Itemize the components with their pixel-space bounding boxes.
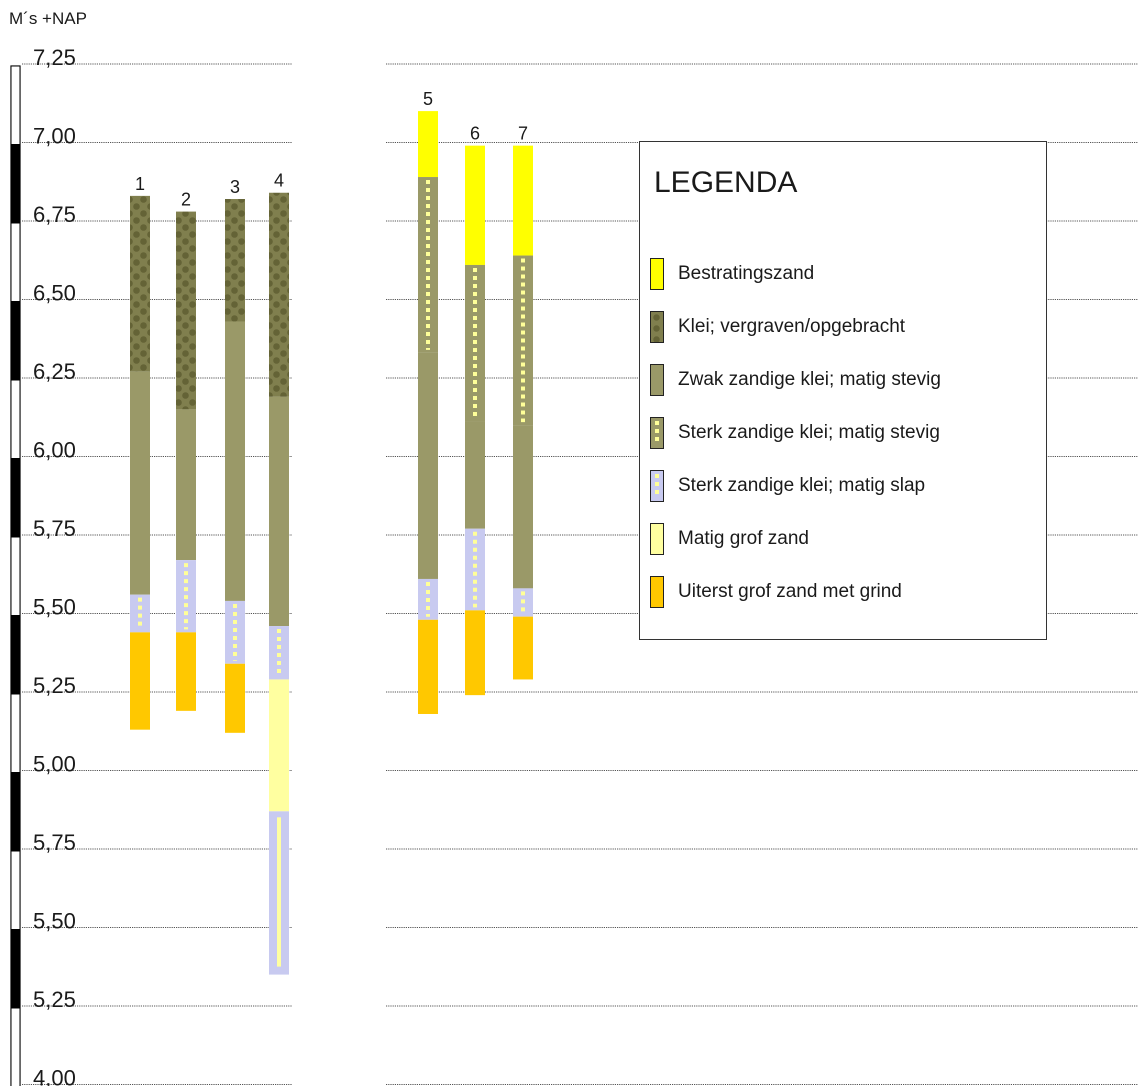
depth-scale-bar — [10, 65, 21, 1086]
y-tick-label: 5,50 — [33, 909, 76, 934]
scale-bar-segment — [10, 301, 21, 381]
layer-sterk_slap — [269, 626, 289, 680]
legend-swatch-sterk_stevig — [650, 417, 664, 449]
scale-bar-segment — [10, 222, 21, 302]
layer-sterk_slap — [225, 600, 245, 664]
scale-bar-segment — [10, 144, 21, 224]
legend-title: LEGENDA — [654, 166, 798, 199]
legend-swatch-zwak_klei — [650, 364, 664, 396]
scale-bar-segment — [10, 379, 21, 459]
layer-zwak_klei — [418, 352, 438, 579]
legend-label: Uiterst grof zand met grind — [678, 581, 902, 602]
y-tick-label: 6,50 — [33, 281, 76, 306]
layer-bestratingszand — [465, 145, 485, 265]
layer-zwak_klei — [176, 409, 196, 561]
layer-grind — [130, 632, 150, 730]
borehole-4: 4 — [269, 171, 289, 975]
legend-item: Sterk zandige klei; matig slap — [650, 469, 925, 503]
y-tick-label: 4,00 — [33, 1066, 76, 1086]
scale-bar-segment — [10, 1007, 21, 1086]
legend-item: Matig grof zand — [650, 522, 809, 556]
borehole-number: 1 — [135, 174, 145, 194]
legend-swatch-sterk_slap — [650, 470, 664, 502]
legend-box: LEGENDA Bestratingszand Klei; vergraven/o… — [639, 141, 1047, 640]
legend-label: Sterk zandige klei; matig slap — [678, 475, 926, 496]
borehole-number: 7 — [518, 124, 528, 144]
borehole-6: 6 — [465, 124, 485, 696]
layer-grind — [465, 610, 485, 696]
legend-item: Uiterst grof zand met grind — [650, 575, 902, 609]
layer-zwak_klei — [513, 425, 533, 589]
layer-zwak_klei — [465, 421, 485, 529]
layer-grind — [176, 632, 196, 711]
y-tick-label: 5,25 — [33, 987, 76, 1012]
legend-swatch-grind — [650, 576, 664, 608]
layer-sterk_stevig — [418, 177, 438, 353]
layer-klei_vergraven — [176, 211, 196, 410]
legend-item: Sterk zandige klei; matig stevig — [650, 416, 940, 450]
y-tick-label: 5,50 — [33, 595, 76, 620]
borehole-3: 3 — [225, 177, 245, 733]
scale-bar-segment — [10, 65, 21, 145]
layer-grind — [418, 619, 438, 714]
layer-sand-strip — [277, 817, 281, 967]
legend-item: Klei; vergraven/opgebracht — [650, 310, 905, 344]
borehole-number: 6 — [470, 124, 480, 144]
layer-zwak_klei — [269, 396, 289, 627]
layer-zwak_klei — [225, 321, 245, 601]
legend-swatch-bestratingszand — [650, 258, 664, 290]
y-tick-label: 5,00 — [33, 752, 76, 777]
y-tick-label: 6,00 — [33, 438, 76, 463]
scale-bar-segment — [10, 536, 21, 616]
gridlines — [22, 63, 1138, 1085]
scale-bar-segment — [10, 615, 21, 695]
layer-sterk_slap — [130, 594, 150, 633]
scale-bar-segment — [10, 850, 21, 930]
legend-label: Sterk zandige klei; matig stevig — [678, 422, 940, 443]
layer-zwak_klei — [130, 371, 150, 595]
y-tick-label: 5,75 — [33, 830, 76, 855]
legend-label: Zwak zandige klei; matig stevig — [678, 369, 941, 390]
borehole-7: 7 — [513, 124, 533, 680]
layer-grind — [513, 616, 533, 680]
scale-bar-segment — [10, 693, 21, 773]
y-tick-label: 6,75 — [33, 202, 76, 227]
y-tick-label: 7,00 — [33, 124, 76, 149]
layer-bestratingszand — [513, 145, 533, 256]
y-axis-unit-label: M´s +NAP — [9, 9, 87, 28]
layer-bestratingszand — [418, 111, 438, 178]
scale-bar-segment — [10, 772, 21, 852]
legend-swatch-grof_zand — [650, 523, 664, 555]
legend-item: Bestratingszand — [650, 257, 814, 291]
borehole-1: 1 — [130, 174, 150, 730]
layer-klei_vergraven — [269, 192, 289, 397]
y-tick-label: 5,75 — [33, 516, 76, 541]
scale-bar-segment — [10, 929, 21, 1009]
legend-label: Matig grof zand — [678, 528, 809, 549]
borehole-number: 3 — [230, 177, 240, 197]
borehole-number: 4 — [274, 171, 284, 191]
scale-bar-segment — [10, 458, 21, 538]
layer-klei_vergraven — [225, 199, 245, 322]
legend-label: Klei; vergraven/opgebracht — [678, 316, 906, 337]
layer-grind — [225, 663, 245, 733]
y-axis-tick-labels: 7,25 7,00 6,75 6,50 6,25 6,00 5,75 5,50 5,25 5,00… — [33, 45, 76, 1086]
borehole-5: 5 — [418, 89, 438, 714]
borehole-number: 2 — [181, 190, 191, 210]
legend-item: Zwak zandige klei; matig stevig — [650, 363, 941, 397]
borehole-number: 5 — [423, 89, 433, 109]
borehole-columns: 1 2 3 4 5 6 7 — [130, 89, 533, 975]
legend-swatch-klei_vergraven — [650, 311, 664, 343]
y-tick-label: 5,25 — [33, 673, 76, 698]
y-tick-label: 7,25 — [33, 45, 76, 70]
layer-klei_vergraven — [130, 195, 150, 372]
layer-grof_zand — [269, 679, 289, 812]
layer-sterk_slap — [465, 528, 485, 611]
y-tick-label: 6,25 — [33, 359, 76, 384]
legend-label: Bestratingszand — [678, 263, 815, 284]
borehole-2: 2 — [176, 190, 196, 711]
